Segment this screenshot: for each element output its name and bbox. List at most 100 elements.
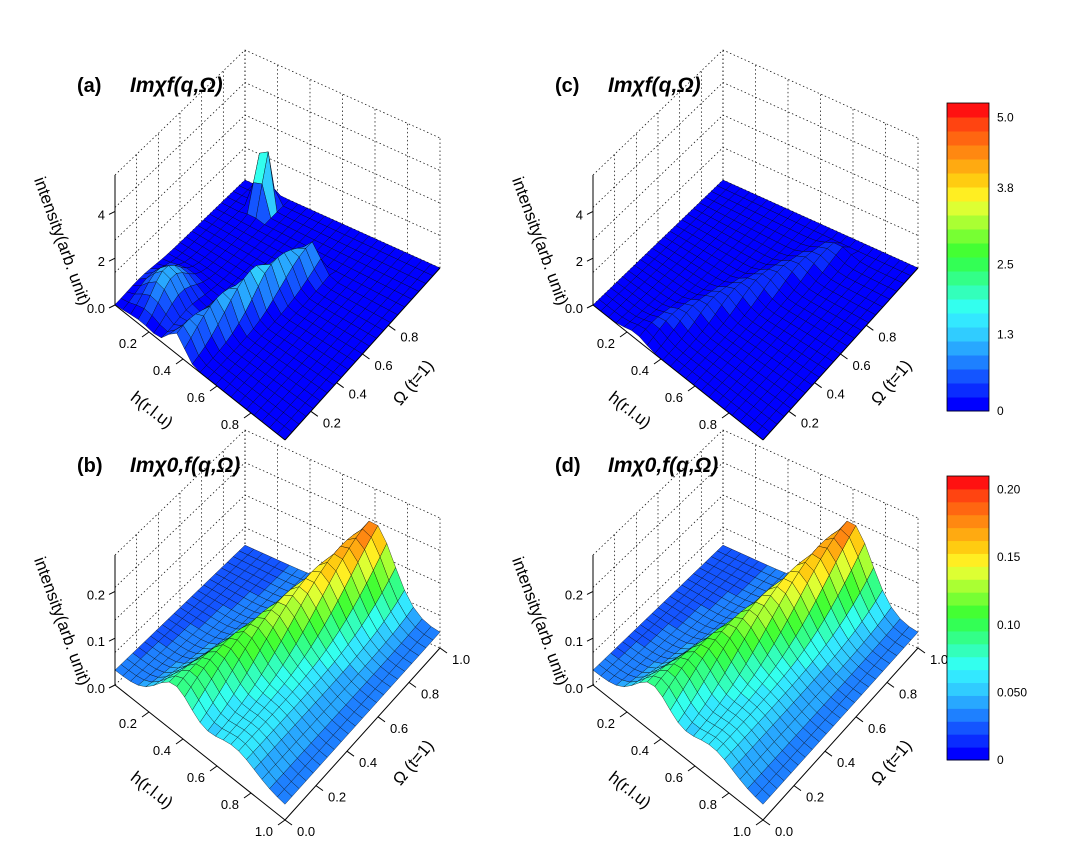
z-tick-label: 0.1: [565, 634, 583, 649]
panel-label: (d): [555, 455, 581, 477]
h-tick: [141, 331, 150, 338]
omega-tick: [362, 353, 370, 360]
grid-line: [114, 462, 441, 588]
z-tick: [108, 210, 116, 215]
omega-tick-label: 0.2: [328, 790, 346, 805]
grid-line: [592, 429, 919, 556]
colorbar-segment: [947, 488, 989, 503]
colorbar-segment: [947, 285, 989, 300]
grid-line: [114, 494, 441, 621]
grid-line: [114, 429, 441, 556]
h-tick: [687, 765, 696, 772]
h-axis-label: h(r.l.u): [605, 388, 655, 433]
z-tick-label: 4: [98, 207, 105, 222]
colorbar-segment: [947, 397, 989, 412]
omega-tick-label: 0.0: [775, 824, 793, 839]
omega-tick-label: 0.8: [899, 686, 917, 701]
panel-title: Imχf(q,Ω): [130, 74, 223, 97]
h-tick-label: 0.2: [119, 716, 137, 731]
h-axis-label: h(r.l.u): [127, 768, 177, 813]
h-tick: [243, 412, 252, 419]
panel-label: (c): [555, 75, 579, 97]
colorbar-segment: [947, 145, 989, 160]
grid-line: [114, 147, 441, 273]
panel-a: 0.0 2 4 0.2 0.4 0.6 0.8 0.2 0.4 0.6 0.8 intensity(a…: [30, 49, 441, 441]
z-tick: [108, 257, 116, 262]
h-tick: [175, 738, 184, 745]
colorbar-segment: [947, 514, 989, 529]
h-tick: [209, 765, 218, 772]
z-tick: [586, 257, 594, 262]
colorbar-segment: [947, 579, 989, 593]
h-tick: [721, 792, 730, 799]
omega-tick-label: 0.6: [375, 358, 393, 373]
z-tick-label: 0.0: [565, 681, 583, 696]
z-tick-label: 4: [576, 207, 583, 222]
h-axis-label: h(r.l.u): [127, 388, 177, 433]
colorbar-tick-label: 0.15: [997, 550, 1021, 564]
omega-tick: [315, 785, 324, 792]
colorbar-segment: [947, 131, 989, 146]
colorbar-segment: [947, 201, 989, 216]
z-tick: [108, 637, 116, 642]
h-axis-label: h(r.l.u): [605, 768, 655, 813]
grid-line: [114, 82, 441, 208]
h-tick: [277, 819, 286, 826]
h-tick: [653, 738, 662, 745]
h-tick-label: 1.0: [733, 824, 751, 839]
h-tick-label: 0.6: [187, 770, 205, 785]
h-tick: [687, 385, 696, 392]
colorbar-segment: [947, 747, 989, 761]
surface-mesh: [114, 151, 441, 441]
h-tick-label: 0.6: [665, 390, 683, 405]
z-axis-label: intensity(arb. unit): [508, 554, 572, 687]
colorbar-segment: [947, 695, 989, 709]
z-tick: [586, 590, 594, 595]
omega-tick: [439, 647, 448, 654]
grid-line: [114, 527, 441, 653]
h-tick: [209, 385, 218, 392]
grid-line: [592, 147, 919, 273]
z-tick: [108, 304, 116, 309]
h-tick-label: 0.2: [597, 716, 615, 731]
colorbar-segment: [947, 476, 989, 490]
omega-axis-label: Ω (t=1): [389, 356, 438, 409]
colorbar-segment: [947, 369, 989, 384]
z-tick-label: 0.0: [87, 301, 105, 316]
colorbar-segment: [947, 383, 989, 398]
grid-line: [592, 494, 919, 621]
colorbar-segment: [947, 327, 989, 342]
grid-line: [592, 527, 919, 653]
colorbar-segment: [947, 299, 989, 314]
omega-tick: [377, 716, 386, 723]
colorbar-segment: [947, 656, 989, 671]
omega-tick-label: 0.4: [827, 387, 845, 402]
colorbar-segment: [947, 682, 989, 696]
omega-tick: [840, 353, 848, 360]
h-tick: [619, 711, 628, 718]
h-tick-label: 0.4: [153, 363, 171, 378]
colorbar-segment: [947, 643, 989, 658]
h-tick: [243, 792, 252, 799]
colorbar-segment: [947, 159, 989, 174]
colorbar-tick-label: 0: [997, 404, 1004, 418]
z-axis-label: intensity(arb. unit): [508, 174, 572, 307]
omega-tick-label: 0.8: [878, 329, 896, 344]
omega-tick-label: 0.6: [868, 721, 886, 736]
z-tick-label: 2: [576, 254, 583, 269]
grid-line: [114, 114, 441, 241]
omega-tick-label: 0.2: [323, 415, 341, 430]
colorbar-tick-label: 0.050: [997, 685, 1027, 699]
surface-mesh: [592, 520, 919, 805]
panel-c: 0.0 2 4 0.2 0.4 0.6 0.8 0.2 0.4 0.6 0.8 intensity(a…: [508, 49, 919, 441]
omega-tick: [310, 410, 319, 417]
z-axis-label: intensity(arb. unit): [30, 174, 94, 307]
h-tick-label: 0.8: [221, 797, 239, 812]
colorbar-segment: [947, 708, 989, 722]
panel-b: 0.0 0.1 0.2 0.2 0.4 0.6 0.8 1.0 0.0 0.2 0.4 0.6 0.8 1…: [30, 429, 470, 839]
panel-title: Imχf(q,Ω): [608, 74, 701, 97]
h-axis-line: [592, 304, 764, 441]
z-tick-label: 0.0: [87, 681, 105, 696]
h-tick: [755, 819, 764, 826]
h-tick-label: 0.2: [597, 336, 615, 351]
